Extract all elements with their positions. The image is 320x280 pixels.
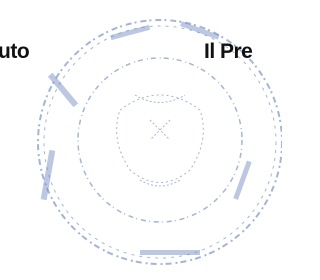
signature-left-label: uto xyxy=(0,40,29,64)
inner-ring xyxy=(78,58,242,222)
letter-mark xyxy=(180,21,219,39)
emblem-detail xyxy=(135,95,185,186)
emblem xyxy=(117,95,204,183)
document-page: uto Il Pre (() => { const data = JSON.pa… xyxy=(0,0,282,280)
letter-mark xyxy=(233,161,251,200)
letter-mark xyxy=(140,250,200,255)
signature-right-label: Il Pre xyxy=(204,40,252,64)
letter-mark xyxy=(48,73,78,107)
